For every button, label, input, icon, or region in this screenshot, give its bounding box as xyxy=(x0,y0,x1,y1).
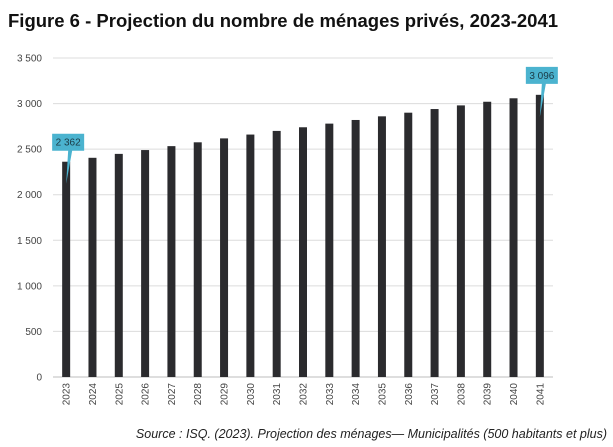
bar xyxy=(114,153,123,377)
bar xyxy=(141,150,150,377)
x-tick-label: 2039 xyxy=(483,383,494,406)
x-tick-label: 2027 xyxy=(167,383,178,406)
bar xyxy=(88,157,97,377)
y-tick-label: 500 xyxy=(25,327,42,338)
bar xyxy=(167,146,176,377)
chart-title: Figure 6 - Projection du nombre de ménag… xyxy=(8,10,559,31)
x-tick-label: 2033 xyxy=(325,383,336,406)
bar xyxy=(325,123,334,377)
x-tick-label: 2034 xyxy=(351,383,362,406)
y-tick-label: 3 000 xyxy=(17,99,42,110)
bar xyxy=(246,134,255,377)
bars xyxy=(62,94,544,378)
x-tick-label: 2035 xyxy=(377,383,388,406)
y-axis-ticks: 0 500 1 000 1 500 2 000 2 500 3 000 3 500 xyxy=(17,54,42,384)
x-tick-label: 2023 xyxy=(62,383,73,406)
y-tick-label: 1 000 xyxy=(17,281,42,292)
bar xyxy=(272,130,281,377)
x-tick-label: 2037 xyxy=(430,383,441,406)
bar xyxy=(193,142,202,377)
x-tick-label: 2040 xyxy=(509,383,520,406)
x-tick-label: 2026 xyxy=(141,383,152,406)
x-tick-label: 2028 xyxy=(193,383,204,406)
callout-shape xyxy=(525,66,558,117)
callout-shape xyxy=(52,133,85,184)
x-tick-label: 2032 xyxy=(299,383,310,406)
bar xyxy=(377,116,386,378)
x-tick-label: 2036 xyxy=(404,383,415,406)
x-axis-ticks: 2023 2024 2025 2026 2027 2028 2029 2030 2031 2032… xyxy=(62,383,547,406)
x-tick-label: 2024 xyxy=(88,383,99,406)
bar xyxy=(456,105,465,377)
data-callouts: 2 362 3 096 xyxy=(52,66,558,184)
bar xyxy=(404,112,413,377)
y-tick-label: 3 500 xyxy=(17,54,42,65)
data-label: 2 362 xyxy=(56,138,81,149)
bar xyxy=(351,119,360,377)
bar xyxy=(430,109,439,377)
x-tick-label: 2041 xyxy=(535,383,546,406)
x-tick-label: 2030 xyxy=(246,383,257,406)
source-note: Source : ISQ. (2023). Projection des mén… xyxy=(135,427,607,441)
y-tick-label: 1 500 xyxy=(17,236,42,247)
data-label: 3 096 xyxy=(529,71,554,82)
bar xyxy=(62,161,71,377)
bar xyxy=(509,98,518,377)
x-tick-label: 2038 xyxy=(456,383,467,406)
data-callout: 3 096 xyxy=(525,66,558,117)
x-tick-label: 2031 xyxy=(272,383,283,406)
y-tick-label: 2 000 xyxy=(17,190,42,201)
bar xyxy=(299,127,307,377)
x-tick-label: 2025 xyxy=(114,383,125,406)
y-tick-label: 0 xyxy=(36,373,42,384)
bar xyxy=(220,138,229,377)
bar xyxy=(483,101,492,378)
y-tick-label: 2 500 xyxy=(17,145,42,156)
bar xyxy=(535,94,544,377)
x-tick-label: 2029 xyxy=(220,383,231,406)
data-callout: 2 362 xyxy=(52,133,85,184)
